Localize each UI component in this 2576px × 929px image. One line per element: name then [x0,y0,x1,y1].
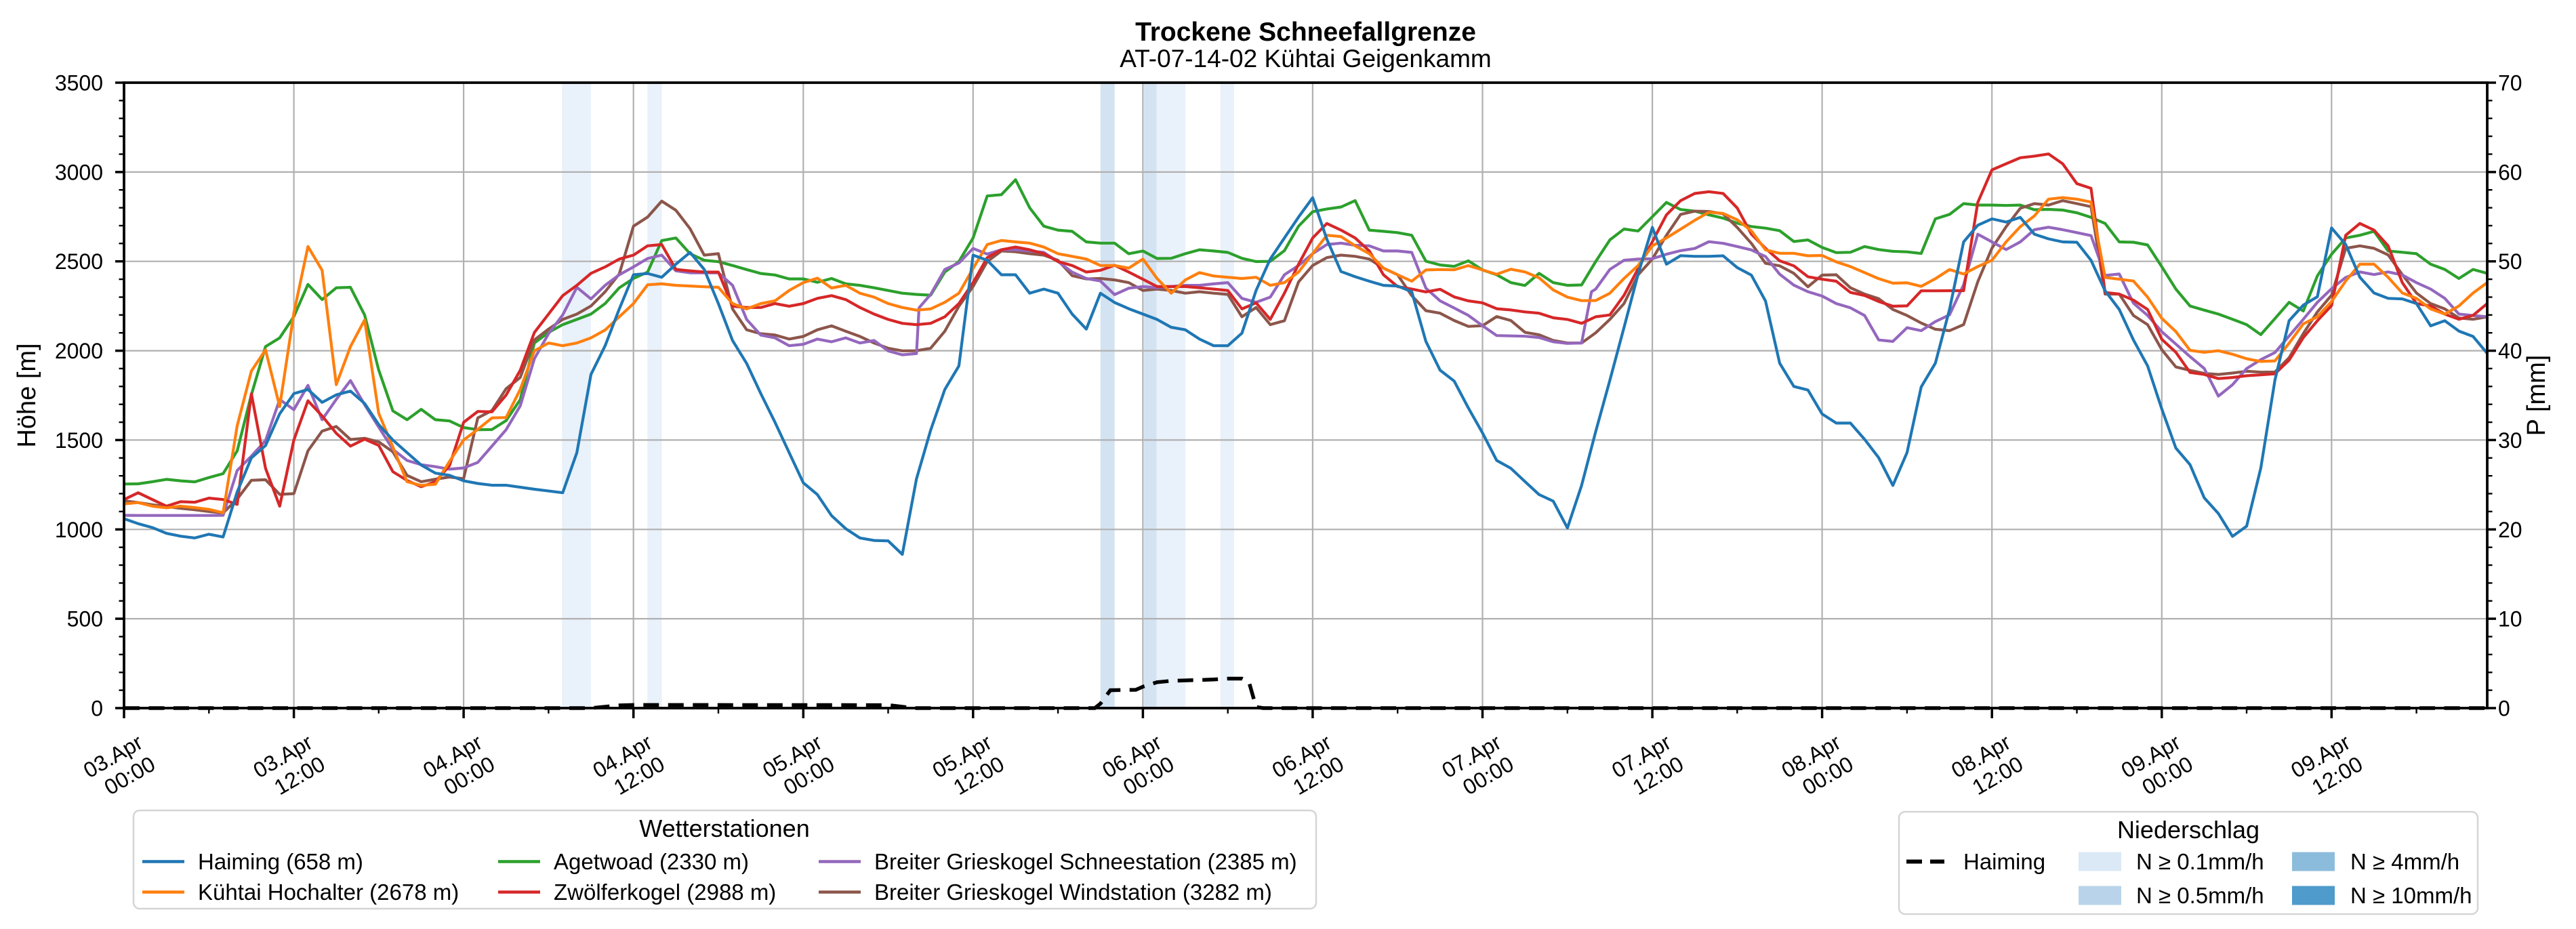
svg-text:3500: 3500 [55,71,103,96]
svg-text:Breiter Grieskogel Schneestati: Breiter Grieskogel Schneestation (2385 m… [874,849,1297,874]
svg-text:Kühtai Hochalter (2678 m): Kühtai Hochalter (2678 m) [198,880,459,905]
svg-text:Agetwoad (2330 m): Agetwoad (2330 m) [554,849,749,874]
svg-text:Haiming (658 m): Haiming (658 m) [198,849,363,874]
svg-text:N ≥ 0.5mm/h: N ≥ 0.5mm/h [2136,883,2264,908]
svg-text:0: 0 [91,697,103,721]
svg-text:Breiter Grieskogel Windstation: Breiter Grieskogel Windstation (3282 m) [874,880,1272,905]
svg-text:50: 50 [2498,249,2522,274]
svg-text:N ≥ 4mm/h: N ≥ 4mm/h [2350,849,2459,874]
svg-text:P [mm]: P [mm] [2522,355,2551,436]
svg-text:3000: 3000 [55,160,103,184]
svg-text:2000: 2000 [55,339,103,363]
svg-text:70: 70 [2498,71,2522,96]
svg-text:30: 30 [2498,428,2522,453]
svg-text:Zwölferkogel (2988 m): Zwölferkogel (2988 m) [554,880,776,905]
svg-text:20: 20 [2498,518,2522,542]
svg-text:Höhe [m]: Höhe [m] [13,343,41,447]
svg-text:500: 500 [67,607,103,632]
svg-text:Trockene Schneefallgrenze: Trockene Schneefallgrenze [1135,18,1476,47]
svg-text:0: 0 [2498,697,2510,721]
svg-text:40: 40 [2498,339,2522,363]
svg-text:Wetterstationen: Wetterstationen [639,814,809,842]
svg-text:Haiming: Haiming [1963,849,2045,874]
svg-text:Niederschlag: Niederschlag [2117,816,2260,844]
svg-text:N ≥ 10mm/h: N ≥ 10mm/h [2350,883,2472,908]
svg-text:60: 60 [2498,160,2522,184]
svg-text:10: 10 [2498,607,2522,632]
svg-text:N ≥ 0.1mm/h: N ≥ 0.1mm/h [2136,849,2264,874]
svg-text:1500: 1500 [55,428,103,453]
svg-text:1000: 1000 [55,518,103,542]
svg-text:2500: 2500 [55,249,103,274]
svg-text:AT-07-14-02 Kühtai Geigenkamm: AT-07-14-02 Kühtai Geigenkamm [1120,45,1491,73]
